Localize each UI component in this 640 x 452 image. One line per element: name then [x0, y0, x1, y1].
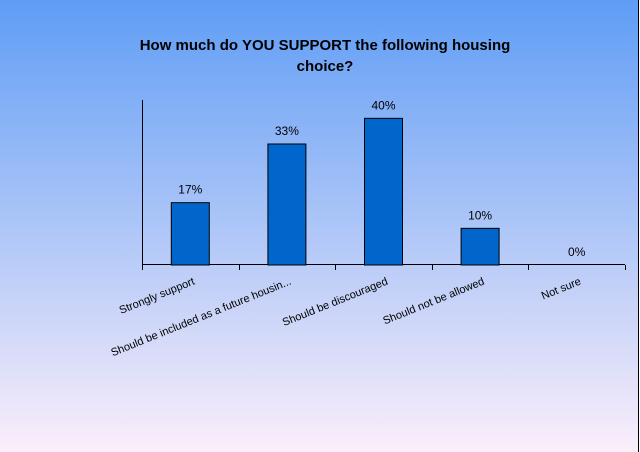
data-label: 17%: [178, 183, 202, 197]
chart-title-line-2: choice?: [297, 58, 354, 75]
bar: [267, 143, 307, 266]
bar: [460, 227, 500, 266]
bar: [364, 117, 403, 266]
data-label: 0%: [568, 245, 586, 259]
bar: [170, 202, 210, 266]
chart-title-line-1: How much do YOU SUPPORT the following ho…: [140, 37, 511, 54]
data-label: 40%: [371, 98, 395, 112]
data-label: 10%: [468, 208, 492, 222]
data-label: 33%: [275, 124, 299, 138]
